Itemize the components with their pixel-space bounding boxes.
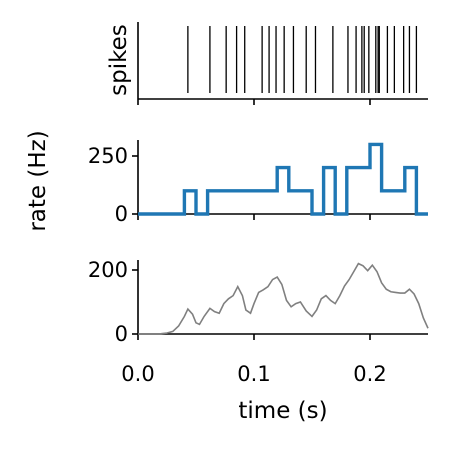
rate-panel: 0 250 rate (Hz) (25, 130, 428, 232)
smooth-x-ticks: 0.0 0.1 0.2 (121, 334, 387, 386)
smooth-x-tick-label-2: 0.2 (353, 362, 386, 386)
rate-y-tick-label-0: 0 (115, 202, 128, 226)
smooth-y-tick-label-1: 200 (88, 258, 128, 282)
smooth-x-tick-label-0: 0.0 (121, 362, 154, 386)
smooth-x-tick-label-1: 0.1 (237, 362, 270, 386)
spikes-y-label: spikes (106, 24, 132, 96)
x-axis-label: time (s) (238, 398, 327, 424)
spikes-x-ticks (137, 99, 371, 105)
smooth-panel: 0 200 0.0 0.1 0.2 time (s) (88, 258, 429, 424)
smooth-y-ticks: 0 200 (88, 258, 138, 346)
rate-step-line (138, 142, 428, 216)
smooth-y-tick-label-0: 0 (115, 322, 128, 346)
rate-y-label: rate (Hz) (25, 130, 51, 231)
spike-marks (187, 26, 418, 93)
rate-y-tick-label-1: 250 (88, 144, 128, 168)
smoothed-rate-line (138, 262, 429, 335)
spikes-panel: spikes (106, 22, 428, 105)
rate-y-ticks: 0 250 (88, 144, 138, 226)
